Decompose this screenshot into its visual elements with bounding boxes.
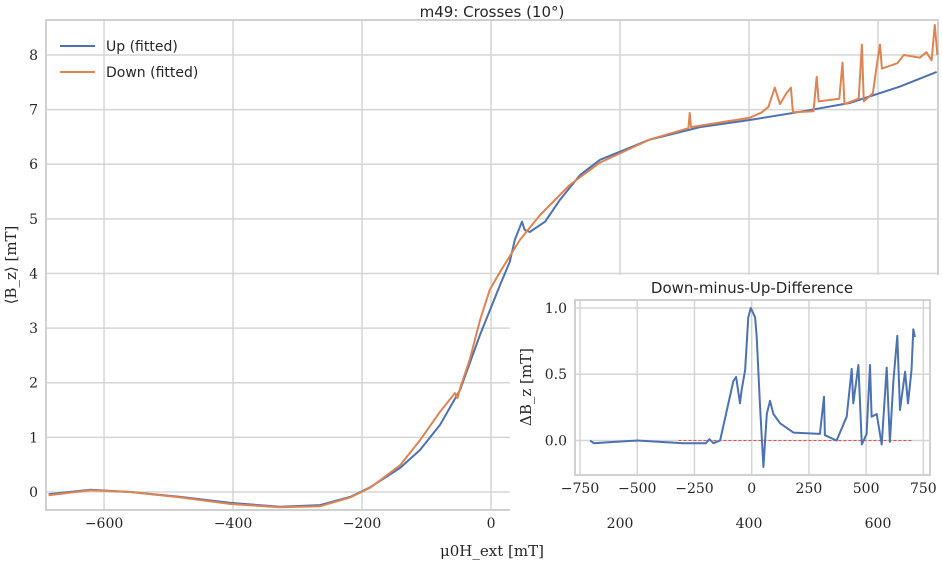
inset-series-0-line [589,307,916,468]
inset-xtick-label: 250 [796,481,823,497]
main-xtick-label: 400 [736,516,763,532]
main-xtick-label: 600 [865,516,892,532]
main-ytick-label: 1 [29,430,38,446]
main-ytick-label: 2 [29,376,38,392]
main-title: m49: Crosses (10°) [420,3,565,21]
main-ytick-label: 5 [29,212,38,228]
inset-xtick-label: −750 [561,481,599,497]
inset-xtick-label: 500 [853,481,880,497]
main-xlabel: μ0H_ext [mT] [440,542,544,560]
legend-label-up: Up (fitted) [106,39,178,55]
main-xtick-label: 200 [607,516,634,532]
inset-xtick-label: −500 [618,481,656,497]
legend: Up (fitted) Down (fitted) [60,39,198,81]
main-ytick-label: 0 [29,485,38,501]
main-ytick-label: 3 [29,321,38,337]
inset-title: Down-minus-Up-Difference [651,279,853,297]
inset-xtick-label: −250 [675,481,713,497]
inset-ytick-label: 1.0 [545,301,567,317]
main-ytick-label: 8 [29,48,38,64]
main-xtick-label: −200 [343,516,381,532]
main-xtick-label: −400 [214,516,252,532]
main-xtick-label: 0 [487,516,496,532]
inset-frame [574,299,931,476]
inset-plot: −750 −500 −250 0 250 500 750 0.0 0.5 1.0 [545,299,937,497]
inset-xtick-label: 0 [747,481,756,497]
main-ylabel: ⟨B_z⟩ [mT] [2,226,20,305]
main-frame [45,19,939,511]
main-plot: −600 −400 −200 0 200 400 600 0 1 2 3 4 5 6 7 8 [29,19,939,532]
inset-ytick-label: 0.5 [545,367,567,383]
inset-ytick-label: 0.0 [545,434,567,450]
inset-ylabel: ΔB_z [mT] [517,348,535,426]
main-ytick-label: 4 [29,266,38,282]
main-ytick-label: 7 [29,103,38,119]
main-xtick-label: −600 [85,516,123,532]
legend-label-down: Down (fitted) [106,65,198,81]
main-series-down-line [48,23,939,509]
main-ytick-label: 6 [29,157,38,173]
inset-xtick-label: 750 [910,481,937,497]
